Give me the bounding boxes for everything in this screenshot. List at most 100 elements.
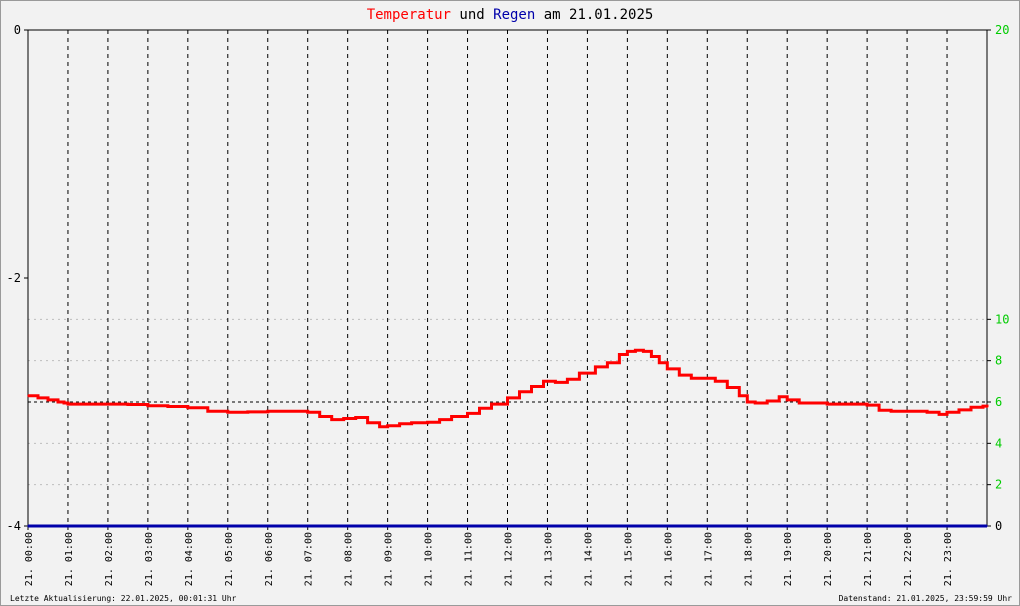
temperature-point [634, 349, 637, 352]
temperature-point [690, 377, 693, 380]
temperature-point [410, 421, 413, 424]
temperature-point [714, 380, 717, 383]
temperature-point [810, 402, 812, 404]
title-rain: Regen [493, 7, 535, 23]
x-tick-label: 21. 09:00 [384, 532, 395, 586]
temperature-point [354, 416, 357, 419]
temperature-point [386, 424, 389, 427]
left-tick-label: 0 [14, 23, 21, 37]
chart-title: Temperatur und Regen am 21.01.2025 [367, 7, 654, 23]
right-tick-label: 20 [995, 23, 1009, 37]
temperature-point [226, 411, 229, 414]
x-tick-label: 21. 10:00 [424, 532, 435, 586]
temperature-point [127, 403, 129, 406]
temperature-point [846, 403, 848, 405]
x-tick-label: 21. 18:00 [743, 532, 754, 586]
temperature-point [378, 426, 381, 428]
temperature-point [906, 410, 908, 413]
temperature-point [958, 409, 960, 411]
left-tick-label: -4 [7, 519, 21, 533]
x-tick-label: 21. 17:00 [703, 532, 714, 586]
temperature-point [866, 404, 868, 406]
temperature-point [726, 386, 729, 389]
temperature-point [738, 395, 741, 397]
temperature-point [67, 403, 69, 405]
rain-point [27, 525, 29, 527]
x-tick-label: 21. 15:00 [623, 532, 634, 586]
temperature-point [554, 381, 557, 384]
x-tick-label: 21. 19:00 [783, 532, 794, 586]
x-tick-label: 21. 07:00 [304, 532, 315, 586]
temperature-point [890, 410, 892, 413]
x-tick-label: 21. 14:00 [583, 532, 594, 586]
title-temperature: Temperatur [367, 7, 451, 23]
temperature-point [47, 399, 49, 401]
temperature-point [530, 385, 533, 388]
left-tick-label: -2 [7, 271, 21, 285]
x-tick-label: 21. 11:00 [464, 532, 475, 586]
temperature-point [658, 361, 661, 364]
temperature-point [306, 411, 309, 414]
temperature-point [798, 402, 800, 404]
temperature-point [37, 397, 39, 399]
temperature-point [878, 409, 880, 412]
temperature-point [826, 403, 828, 405]
title-und: und [451, 7, 493, 23]
title-date: am 21.01.2025 [535, 7, 653, 23]
temperature-point [678, 374, 681, 376]
temperature-point [578, 372, 581, 374]
tick-labels: 0 -2 -4 0 2 4 6 8 10 20 21. 00:00 21. 01:00 21. 02:0… [7, 23, 1010, 586]
temperature-point [926, 411, 928, 414]
x-tick-label: 21. 08:00 [344, 532, 355, 586]
x-tick-label: 21. 20:00 [823, 532, 834, 586]
temperature-point [450, 415, 453, 418]
temperature-point [330, 418, 333, 421]
temperature-point [754, 402, 757, 404]
temperature-point [938, 413, 940, 416]
temperature-point [946, 411, 948, 414]
temperature-point [63, 402, 65, 404]
temperature-point [107, 403, 109, 405]
temperature-point [506, 397, 509, 399]
temperature-point [518, 390, 521, 393]
x-tick-label: 21. 02:00 [104, 532, 115, 586]
temperature-point [438, 418, 441, 421]
grid [28, 30, 987, 526]
temperature-point [246, 411, 249, 413]
temperature-point [398, 422, 401, 425]
temperature-point [342, 417, 345, 420]
temperature-point [594, 366, 597, 368]
x-tick-label: 21. 13:00 [543, 532, 554, 586]
right-tick-label: 0 [995, 519, 1002, 533]
x-tick-label: 21. 00:00 [24, 532, 35, 586]
right-tick-label: 6 [995, 395, 1002, 409]
x-tick-label: 21. 23:00 [943, 532, 954, 586]
temperature-point [266, 410, 269, 413]
x-tick-label: 21. 04:00 [184, 532, 195, 586]
temperature-point [490, 403, 493, 405]
temperature-point [207, 410, 209, 413]
temperature-point [466, 412, 469, 415]
temperature-point [702, 377, 705, 380]
temperature-point [27, 395, 29, 397]
x-tick-label: 21. 01:00 [64, 532, 75, 586]
series [27, 348, 989, 528]
right-tick-label: 4 [995, 436, 1002, 450]
temperature-point [57, 401, 59, 403]
temperature-point [286, 410, 289, 413]
temperature-point [478, 407, 481, 410]
temperature-point [566, 378, 569, 381]
temperature-point [147, 404, 149, 407]
x-tick-label: 21. 12:00 [504, 532, 515, 586]
temperature-point [982, 405, 984, 407]
temperature-point [167, 405, 169, 408]
right-tick-label: 8 [995, 354, 1002, 368]
x-tick-label: 21. 21:00 [863, 532, 874, 586]
temperature-point [970, 406, 972, 408]
x-tick-label: 21. 16:00 [663, 532, 674, 586]
temperature-point [786, 399, 789, 401]
temperature-point [650, 355, 653, 358]
temperature-point [187, 406, 189, 409]
temperature-point [426, 421, 429, 424]
temperature-point [642, 350, 645, 353]
